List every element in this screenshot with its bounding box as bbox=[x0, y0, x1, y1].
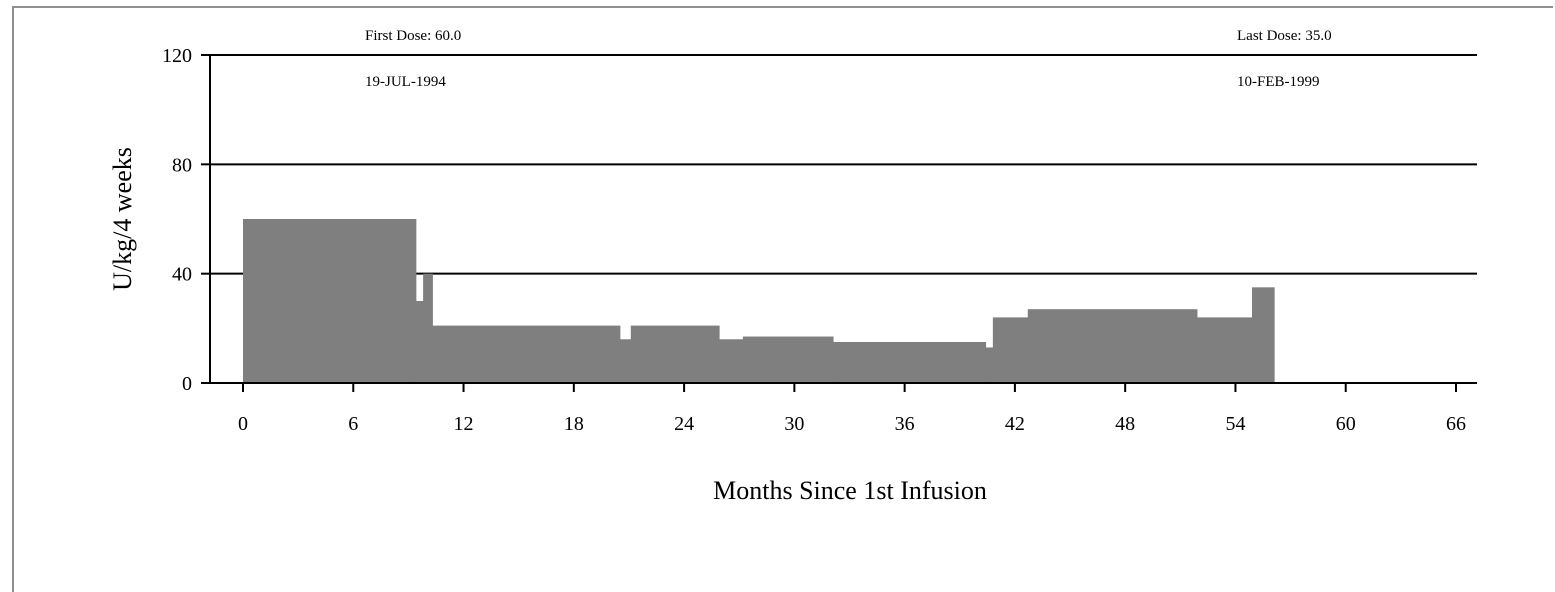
y-tick-label-40: 40 bbox=[172, 264, 192, 286]
x-tick-label-18: 18 bbox=[564, 413, 584, 435]
x-ticks: 0 6 12 18 24 30 36 42 48 54 60 66 bbox=[238, 383, 1466, 435]
x-tick-label-30: 30 bbox=[784, 413, 804, 435]
chart-frame bbox=[12, 6, 1553, 592]
axes bbox=[209, 55, 1477, 384]
dose-step-8 bbox=[832, 342, 987, 383]
dose-step-6 bbox=[719, 339, 744, 383]
x-tick-label-6: 6 bbox=[348, 413, 358, 435]
y-ticks: 0 40 80 120 bbox=[162, 45, 210, 395]
x-tick-label-48: 48 bbox=[1115, 413, 1135, 435]
dose-step-12 bbox=[1196, 317, 1253, 383]
y-tick-label-0: 0 bbox=[182, 373, 192, 395]
dose-step-13 bbox=[1251, 287, 1275, 383]
y-axis-label: U/kg/4 weeks bbox=[108, 147, 137, 291]
dose-step-2 bbox=[423, 273, 433, 383]
x-tick-label-24: 24 bbox=[674, 413, 694, 435]
dose-step-4 bbox=[619, 339, 632, 383]
x-tick-label-66: 66 bbox=[1446, 413, 1466, 435]
y-tick-label-120: 120 bbox=[162, 45, 192, 67]
dose-step-0 bbox=[243, 219, 417, 383]
first-dose-date: 19-JUL-1994 bbox=[365, 74, 446, 90]
x-tick-label-12: 12 bbox=[454, 413, 474, 435]
dose-step-7 bbox=[742, 336, 834, 383]
dose-step-1 bbox=[415, 301, 424, 383]
dose-step-9 bbox=[985, 347, 994, 383]
dose-step-5 bbox=[630, 325, 720, 383]
x-tick-label-60: 60 bbox=[1336, 413, 1356, 435]
x-tick-label-36: 36 bbox=[895, 413, 915, 435]
dose-steps bbox=[243, 219, 1275, 383]
x-axis-label: Months Since 1st Infusion bbox=[713, 476, 987, 505]
dose-step-3 bbox=[432, 325, 621, 383]
last-dose-date: 10-FEB-1999 bbox=[1237, 74, 1320, 90]
x-tick-label-0: 0 bbox=[238, 413, 248, 435]
x-tick-label-42: 42 bbox=[1005, 413, 1025, 435]
first-dose-label: First Dose: 60.0 bbox=[365, 28, 461, 44]
dose-step-10 bbox=[992, 317, 1029, 383]
gridlines bbox=[210, 54, 1477, 275]
y-tick-label-80: 80 bbox=[172, 154, 192, 176]
x-tick-label-54: 54 bbox=[1225, 413, 1245, 435]
dose-step-11 bbox=[1027, 309, 1198, 383]
last-dose-label: Last Dose: 35.0 bbox=[1237, 28, 1332, 44]
